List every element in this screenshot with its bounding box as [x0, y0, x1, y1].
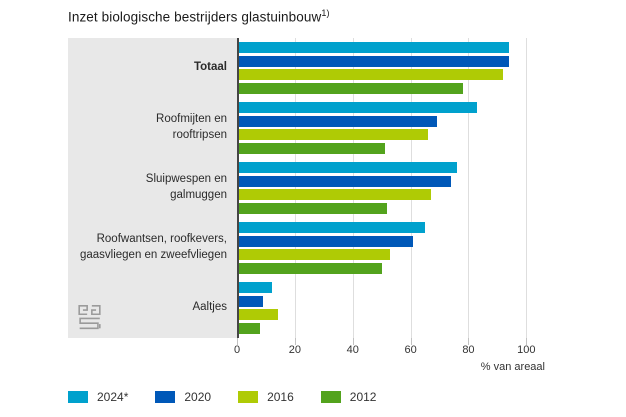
legend-label: 2020: [184, 390, 212, 404]
tick-mark-100: [526, 338, 528, 345]
gridline-80: [468, 38, 470, 338]
bar-2020-cat4: [237, 295, 264, 307]
chart-title: Inzet biologische bestrijders glastuinbo…: [68, 8, 330, 25]
bar-2016-cat3: [237, 249, 391, 261]
bar-2024-cat3: [237, 222, 426, 234]
bar-group: [237, 278, 545, 338]
tick-label-100: 100: [517, 344, 536, 356]
category-label: Totaal: [193, 61, 227, 74]
bar-2024-cat0: [237, 42, 509, 54]
tick-label-60: 60: [404, 344, 417, 356]
tick-label-80: 80: [462, 344, 475, 356]
category-label: Aaltjes: [192, 301, 227, 314]
gridline-100: [526, 38, 528, 338]
footnote-marker: 1): [321, 8, 330, 18]
plot-area: [237, 38, 545, 345]
tick-label-40: 40: [346, 344, 359, 356]
x-axis-zero-line: [237, 38, 239, 338]
gridline-20: [294, 38, 296, 338]
bar-2020-cat1: [237, 115, 437, 127]
bar-2016-cat0: [237, 69, 504, 81]
legend-item-2024: 2024*: [68, 390, 128, 404]
bar-2016-cat4: [237, 309, 278, 321]
gridline-60: [410, 38, 412, 338]
bar-2012-cat0: [237, 82, 463, 94]
legend-label: 2024*: [97, 390, 129, 404]
bar-2016-cat1: [237, 129, 428, 141]
bar-2012-cat3: [237, 262, 382, 274]
bar-group: [237, 98, 545, 158]
bar-2020-cat0: [237, 55, 509, 67]
legend-label: 2016: [267, 390, 294, 404]
chart-area: Totaal Roofmijten en rooftripsen Sluipwespe…: [68, 38, 545, 345]
bar-2020-cat3: [237, 235, 414, 247]
tick-mark-60: [410, 338, 412, 345]
legend-swatch: [155, 391, 176, 403]
tick-label-20: 20: [288, 344, 301, 356]
gridline-40: [352, 38, 354, 338]
legend-swatch: [68, 391, 88, 403]
legend-label: 2012: [349, 390, 377, 404]
bar-2020-cat2: [237, 175, 452, 187]
tick-mark-0: [237, 338, 238, 345]
bar-2012-cat2: [237, 202, 388, 214]
legend: 2024* 2020 2016 2012: [68, 390, 376, 404]
cbs-logo: [78, 305, 101, 330]
category-label: Roofmijten en rooftripsen: [156, 113, 227, 141]
category-label-panel: Totaal Roofmijten en rooftripsen Sluipwespe…: [68, 38, 237, 338]
bar-group: [237, 38, 545, 98]
bar-2024-cat2: [237, 162, 457, 174]
bar-2024-cat4: [237, 282, 272, 294]
tick-label-0: 0: [233, 344, 241, 356]
bar-2024-cat1: [237, 102, 478, 114]
bar-2012-cat1: [237, 142, 385, 154]
bar-2012-cat4: [237, 322, 261, 334]
bar-2016-cat2: [237, 189, 431, 201]
legend-item-2020: 2020: [155, 390, 211, 404]
legend-swatch: [320, 391, 341, 403]
x-axis-label: % van areaal: [480, 361, 545, 373]
tick-mark-20: [294, 338, 296, 345]
x-axis-tick-labels: 0 20 40 60 80 100: [233, 344, 545, 358]
legend-swatch: [238, 391, 259, 403]
legend-item-2016: 2016: [238, 390, 294, 404]
category-label: Sluipwespen en galmuggen: [145, 173, 227, 201]
legend-item-2012: 2012: [320, 390, 377, 404]
category-label: Roofwantsen, roofkevers, gaasvliegen en z…: [79, 233, 227, 261]
tick-mark-40: [352, 338, 354, 345]
bar-group: [237, 158, 545, 218]
bar-group: [237, 218, 545, 278]
tick-mark-80: [468, 338, 470, 345]
chart-title-text: Inzet biologische bestrijders glastuinbo…: [68, 9, 322, 25]
